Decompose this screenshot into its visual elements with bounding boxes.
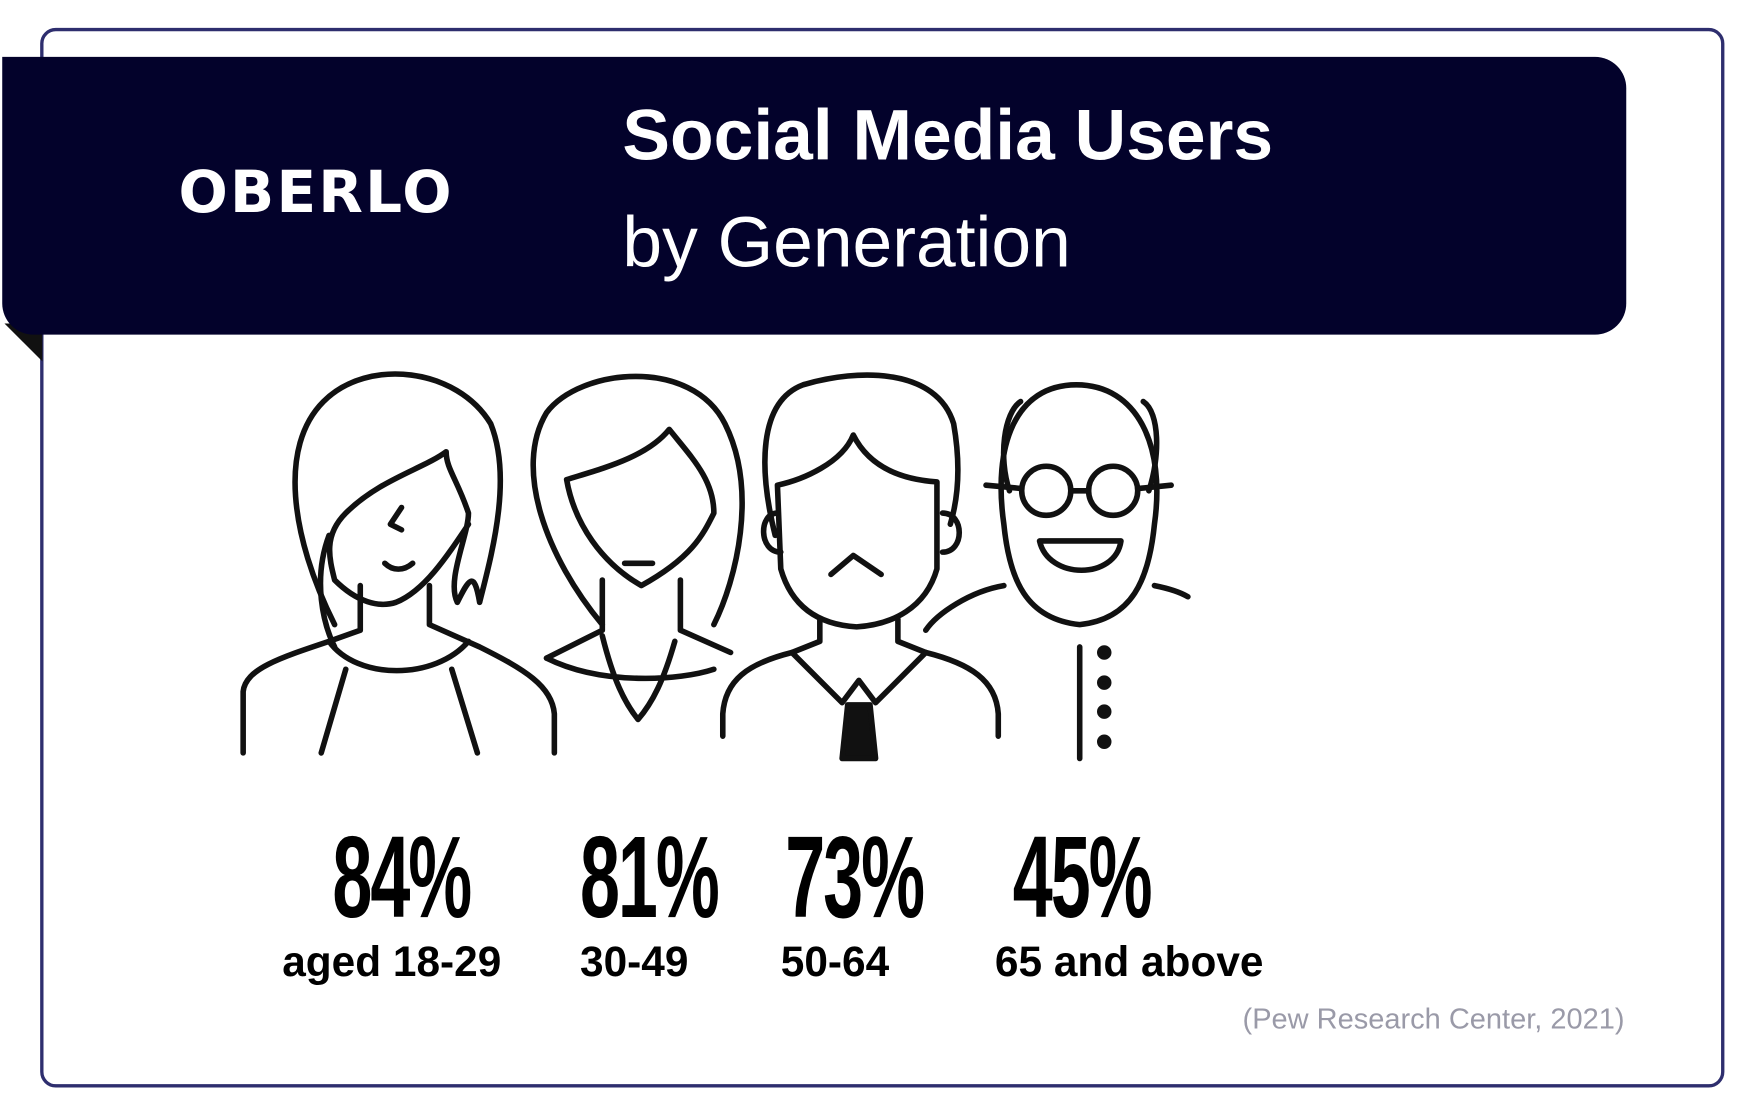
header-banner xyxy=(2,56,1627,335)
young-woman-icon xyxy=(240,371,558,756)
stat-percent-18-29: 84% xyxy=(332,813,472,943)
stat-label-30-49: 30-49 xyxy=(580,939,689,987)
stat-label-18-29: aged 18-29 xyxy=(282,939,502,987)
page-subtitle: by Generation xyxy=(622,201,1071,283)
stat-label-65-plus: 65 and above xyxy=(994,939,1264,987)
stat-percent-30-49: 81% xyxy=(580,813,720,943)
page-title: Social Media Users xyxy=(622,94,1274,176)
elderly-man-glasses-icon xyxy=(922,382,1191,762)
stat-percent-50-64: 73% xyxy=(785,813,925,943)
man-with-tie-icon xyxy=(719,372,1002,762)
stat-percent-65-plus: 45% xyxy=(1012,813,1153,943)
woman-icon xyxy=(530,373,745,723)
oberlo-logo: OBERLO xyxy=(178,159,454,227)
stat-label-50-64: 50-64 xyxy=(780,939,890,987)
source-citation: (Pew Research Center, 2021) xyxy=(1242,1001,1625,1036)
